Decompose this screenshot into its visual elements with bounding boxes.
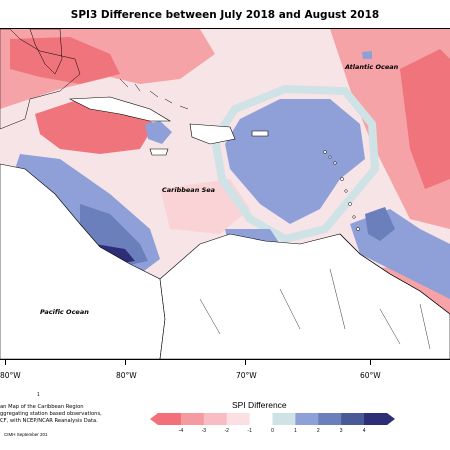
coast-guiana-region (339, 233, 450, 315)
pacific-ocean-label: Pacific Ocean (40, 308, 89, 316)
land-jamaica (149, 148, 169, 156)
color-bar-segment (272, 413, 296, 425)
map-title: SPI3 Difference between July 2018 and Au… (70, 9, 380, 21)
color-bar-tick-label: 0 (271, 428, 274, 434)
wet-patch-atlantic (362, 51, 372, 59)
color-bar-tick-label: -3 (201, 428, 207, 434)
color-bar-arrow-left (150, 413, 158, 425)
wet-light-ring (210, 84, 380, 244)
lon-label-80w: 80°W (116, 371, 137, 380)
color-bar-segment (341, 413, 365, 425)
footnote-marker: 1 (37, 392, 40, 398)
lon-label-80w-left: 80°W (0, 371, 21, 380)
map-area (0, 28, 450, 360)
color-bar-segment (226, 413, 251, 425)
color-bar-tick-label: 3 (339, 428, 343, 434)
footnote-line: ggregating station based observations, (0, 411, 102, 417)
dry-core-east (400, 49, 450, 189)
lon-label-70w: 70°W (236, 371, 257, 380)
land-hispaniola (189, 123, 236, 145)
color-bar-tick-label: 1 (294, 428, 297, 434)
color-bar-segment (180, 413, 205, 425)
color-bar-tick-label: 2 (316, 428, 320, 434)
color-bar-segment (295, 413, 319, 425)
legend-title: SPI Difference (232, 400, 287, 410)
color-bar-tick-label: -4 (178, 428, 184, 434)
wet-patch-cuba (145, 121, 172, 144)
land-florida (29, 29, 63, 75)
color-bar-arrow-right (387, 413, 395, 425)
color-bar-segment (203, 413, 228, 425)
bahamas-islands (119, 78, 189, 110)
color-bar-tick-label: -2 (224, 428, 229, 434)
lesser-antilles (323, 150, 360, 231)
color-bar-tick-label: -1 (247, 428, 252, 434)
wet-region-central (225, 99, 365, 224)
lon-tick (370, 360, 371, 365)
land-puerto-rico (251, 130, 269, 137)
color-bar-tick-label: 4 (362, 428, 366, 434)
lon-tick (245, 360, 246, 365)
footnote-line: an Map of the Caribbean Region (0, 404, 84, 410)
land-cuba (68, 96, 172, 122)
credit-text: CIMH September 201 (4, 432, 48, 437)
caribbean-sea-label: Caribbean Sea (162, 186, 216, 194)
color-bar-segment (318, 413, 342, 425)
lon-label-60w: 60°W (360, 371, 381, 380)
footnote-line: CF, with NCEP/NCAR Reanalysis Data. (0, 418, 98, 424)
land-central-america (0, 163, 166, 359)
spi-map (0, 29, 450, 359)
lon-tick (5, 360, 6, 365)
lon-tick (125, 360, 126, 365)
atlantic-ocean-label: Atlantic Ocean (345, 63, 399, 71)
land-north-america (0, 29, 81, 130)
color-bar (150, 413, 395, 425)
border-lines (199, 268, 431, 350)
wet-core-guiana (365, 207, 395, 241)
color-bar-segment (364, 413, 388, 425)
color-bar-segment (158, 413, 182, 425)
color-bar-segment (249, 413, 273, 425)
